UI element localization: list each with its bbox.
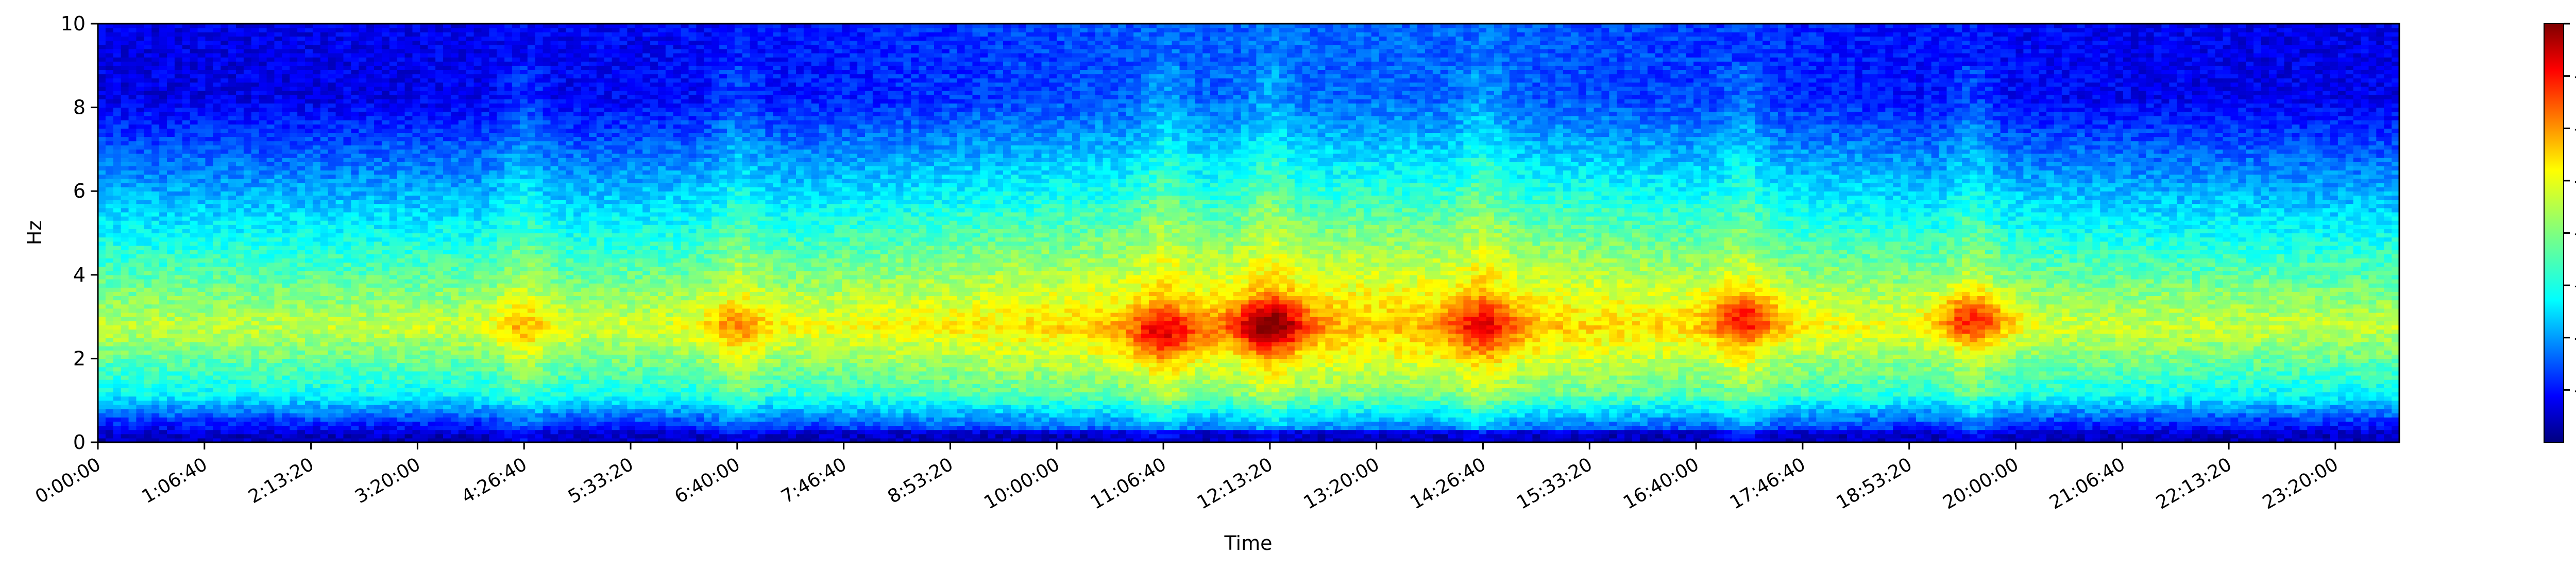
y-axis: 0 2 4 6 8 10 — [61, 12, 98, 454]
x-tick-label: 10:00:00 — [980, 454, 1063, 513]
x-tick-label: 14:26:40 — [1406, 454, 1489, 513]
x-tick-label: 3:20:00 — [351, 454, 424, 508]
y-tick-label: 6 — [73, 180, 86, 202]
y-tick-label: 0 — [73, 431, 86, 454]
colorbar-tick-label: -40 dB — [2574, 222, 2576, 245]
spectrogram-heatmap — [98, 24, 2400, 443]
x-tick-label: 15:33:20 — [1513, 454, 1596, 513]
x-axis-label: Time — [1224, 532, 1273, 555]
colorbar-tick-label: -20 dB — [2574, 117, 2576, 140]
y-tick-label: 10 — [61, 12, 86, 35]
colorbar-tick-label: -50 dB — [2574, 274, 2576, 297]
x-tick-label: 6:40:00 — [671, 454, 744, 508]
x-tick-label: 17:46:40 — [1726, 454, 1809, 513]
x-tick-label: 23:20:00 — [2259, 454, 2342, 513]
x-tick-label: 11:06:40 — [1087, 454, 1170, 513]
x-axis: 0:00:00 1:06:40 2:13:20 3:20:00 4:26:40 5:33:… — [32, 442, 2342, 514]
colorbar-axis: +0 dB -10 dB -20 dB -30 dB -40 dB -50 dB -60 d… — [2564, 12, 2576, 401]
colorbar-tick-label: +0 dB — [2574, 12, 2576, 35]
colorbar — [2544, 24, 2564, 442]
x-tick-label: 20:00:00 — [1939, 454, 2022, 513]
x-tick-label: 0:00:00 — [32, 454, 105, 508]
colorbar-tick-label: -10 dB — [2574, 65, 2576, 88]
x-tick-label: 1:06:40 — [139, 454, 211, 508]
x-tick-label: 16:40:00 — [1620, 454, 1703, 513]
x-tick-label: 21:06:40 — [2046, 454, 2129, 513]
x-tick-label: 4:26:40 — [458, 454, 531, 508]
y-tick-label: 2 — [73, 347, 86, 370]
colorbar-tick-label: -30 dB — [2574, 169, 2576, 192]
x-tick-label: 5:33:20 — [565, 454, 637, 508]
y-tick-label: 4 — [73, 264, 86, 286]
x-tick-label: 8:53:20 — [884, 454, 957, 508]
colorbar-tick-label: -70 dB — [2574, 378, 2576, 401]
x-tick-label: 18:53:20 — [1833, 454, 1916, 513]
x-tick-label: 2:13:20 — [245, 454, 317, 508]
x-tick-label: 13:20:00 — [1300, 454, 1383, 513]
x-tick-label: 22:13:20 — [2153, 454, 2235, 513]
colorbar-tick-label: -60 dB — [2574, 326, 2576, 349]
y-tick-label: 8 — [73, 96, 86, 119]
x-tick-label: 12:13:20 — [1194, 454, 1277, 513]
y-axis-label: Hz — [23, 220, 46, 246]
x-tick-label: 7:46:40 — [777, 454, 850, 508]
